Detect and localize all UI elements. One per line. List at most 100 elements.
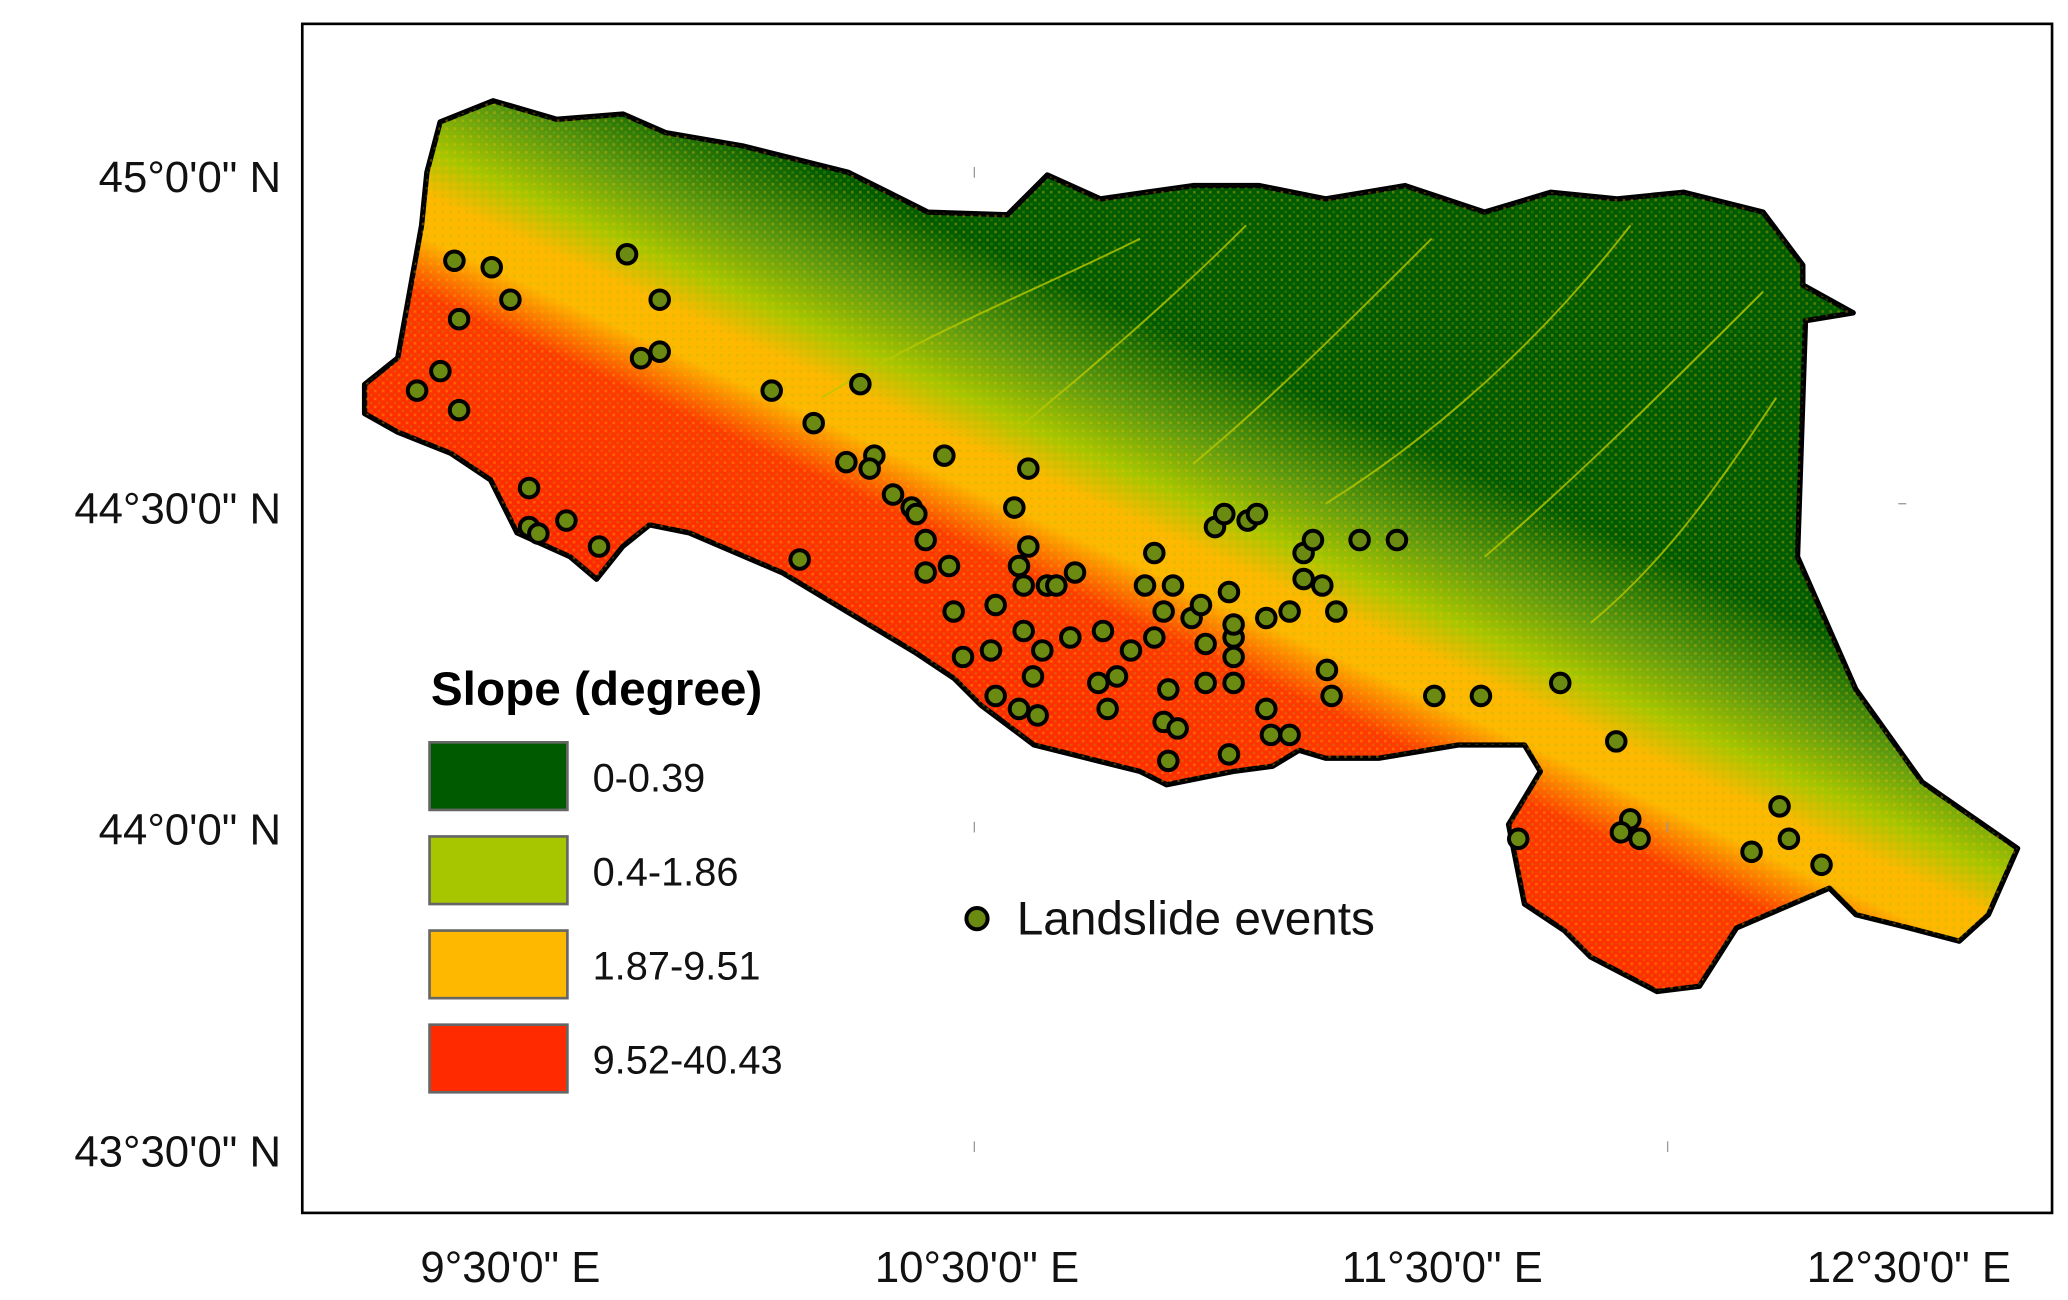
landslide-event-point <box>1152 600 1175 623</box>
landslide-event-point <box>1385 528 1409 552</box>
y-tick-label: 45°0'0" N <box>99 153 281 202</box>
legend-label: 0-0.39 <box>593 756 706 800</box>
landslide-event-point <box>1301 528 1325 552</box>
landslide-event-point <box>1423 684 1446 708</box>
landslide-event-point <box>1003 496 1026 519</box>
legend-swatch <box>428 1023 569 1094</box>
legend-swatch <box>428 835 569 906</box>
landslide-event-point <box>1017 535 1040 558</box>
landslide-event-point <box>405 379 429 402</box>
landslide-event-point <box>849 372 872 396</box>
landslide-event-point <box>1245 502 1269 526</box>
landslide-event-point <box>1217 743 1241 766</box>
landslide-event-point <box>1222 613 1245 636</box>
landslide-event-point <box>1012 574 1035 597</box>
x-tick-label: 10°30'0" E <box>875 1243 1079 1292</box>
landslide-event-point <box>648 340 671 363</box>
landslide-event-point <box>1768 795 1791 818</box>
landslide-legend: Landslide events <box>964 893 1375 946</box>
landslide-event-point <box>1166 717 1189 740</box>
landslide-event-point <box>914 528 937 552</box>
legend-swatch <box>428 929 569 1000</box>
landslide-event-point <box>1777 827 1801 851</box>
landslide-event-point <box>1143 626 1166 649</box>
landslide-event-point <box>1161 574 1185 597</box>
landslide-event-point <box>1609 821 1633 844</box>
landslide-event-point <box>1007 697 1031 721</box>
landslide-event-point <box>1012 619 1035 643</box>
landslide-event-point <box>1217 580 1241 604</box>
landslide-event-point <box>1548 671 1572 695</box>
landslide-event-point <box>447 307 471 331</box>
landslide-legend-label: Landslide events <box>1017 893 1375 946</box>
landslide-event-point <box>1194 671 1217 695</box>
x-tick-label: 12°30'0" E <box>1807 1243 2011 1292</box>
landslide-event-point <box>1119 639 1143 662</box>
landslide-event-point <box>858 457 881 480</box>
landslide-event-point <box>1315 658 1339 682</box>
landslide-event-point <box>788 548 811 571</box>
slope-legend: Slope (degree) 0-0.39 0.4-1.86 1.87-9.51 9.… <box>428 663 783 1094</box>
landslide-event-point <box>835 450 858 474</box>
landslide-event-point <box>984 593 1007 617</box>
landslide-event-point <box>914 561 937 584</box>
landslide-event-point <box>942 600 965 623</box>
landslide-event-point <box>1021 665 1045 688</box>
landslide-event-point <box>1026 704 1049 727</box>
landslide-event-point <box>984 684 1007 708</box>
landslide-event-point <box>1059 626 1082 649</box>
landslide-event-point <box>517 476 541 500</box>
landslide-event-point <box>480 255 503 279</box>
landslide-event-point <box>629 346 653 370</box>
legend-swatch <box>428 741 569 812</box>
landslide-event-point <box>1325 600 1348 623</box>
landslide-event-point <box>615 242 639 266</box>
landslide-event-point <box>1604 730 1628 753</box>
landslide-event-point <box>979 639 1003 662</box>
landslide-events-layer <box>405 242 1833 877</box>
landslide-event-point <box>1157 678 1180 701</box>
landslide-event-point <box>1017 457 1040 480</box>
landslide-event-point <box>1628 827 1651 851</box>
landslide-event-point <box>555 509 578 532</box>
landslide-event-point <box>648 288 671 311</box>
y-axis-labels: 45°0'0" N 44°30'0" N 44°0'0" N 43°30'0" … <box>74 153 281 1176</box>
y-tick-label: 43°30'0" N <box>74 1128 281 1177</box>
landslide-event-point <box>1031 639 1054 662</box>
landslide-event-point <box>1278 600 1301 623</box>
grid-ticks <box>973 167 1907 1152</box>
landslide-event-point <box>1213 502 1236 526</box>
landslide-event-point <box>933 444 956 467</box>
landslide-event-point <box>1320 684 1343 708</box>
landslide-event-point <box>1255 606 1278 630</box>
landslide-event-point <box>447 398 471 422</box>
landslide-event-point <box>905 502 928 526</box>
landslide-event-point <box>1063 561 1087 584</box>
landslide-event-point <box>1045 574 1068 597</box>
landslide-event-point <box>1255 697 1278 721</box>
landslide-event-point <box>1740 840 1763 864</box>
landslide-point-icon <box>964 906 990 932</box>
legend-label: 0.4-1.86 <box>593 850 739 894</box>
slope-texture <box>364 100 2018 992</box>
landslide-event-point <box>1143 541 1166 565</box>
landslide-event-point <box>1189 593 1213 617</box>
landslide-event-point <box>1091 619 1115 643</box>
river-lines <box>821 224 1778 624</box>
landslide-event-point <box>802 411 825 435</box>
landslide-event-point <box>1506 827 1530 851</box>
landslide-event-point <box>429 359 452 383</box>
y-tick-label: 44°0'0" N <box>99 805 281 854</box>
landslide-event-point <box>1194 632 1217 656</box>
landslide-event-point <box>1087 671 1110 695</box>
landslide-event-point <box>499 288 522 311</box>
landslide-event-point <box>1105 665 1129 688</box>
landslide-event-point <box>951 645 975 669</box>
landslide-event-point <box>1133 574 1157 597</box>
landslide-event-point <box>1348 528 1371 552</box>
x-tick-label: 9°30'0" E <box>420 1243 600 1292</box>
y-tick-label: 44°30'0" N <box>74 485 281 534</box>
landslide-event-point <box>881 483 905 506</box>
landslide-event-point <box>1278 723 1301 747</box>
landslide-event-point <box>937 554 961 578</box>
